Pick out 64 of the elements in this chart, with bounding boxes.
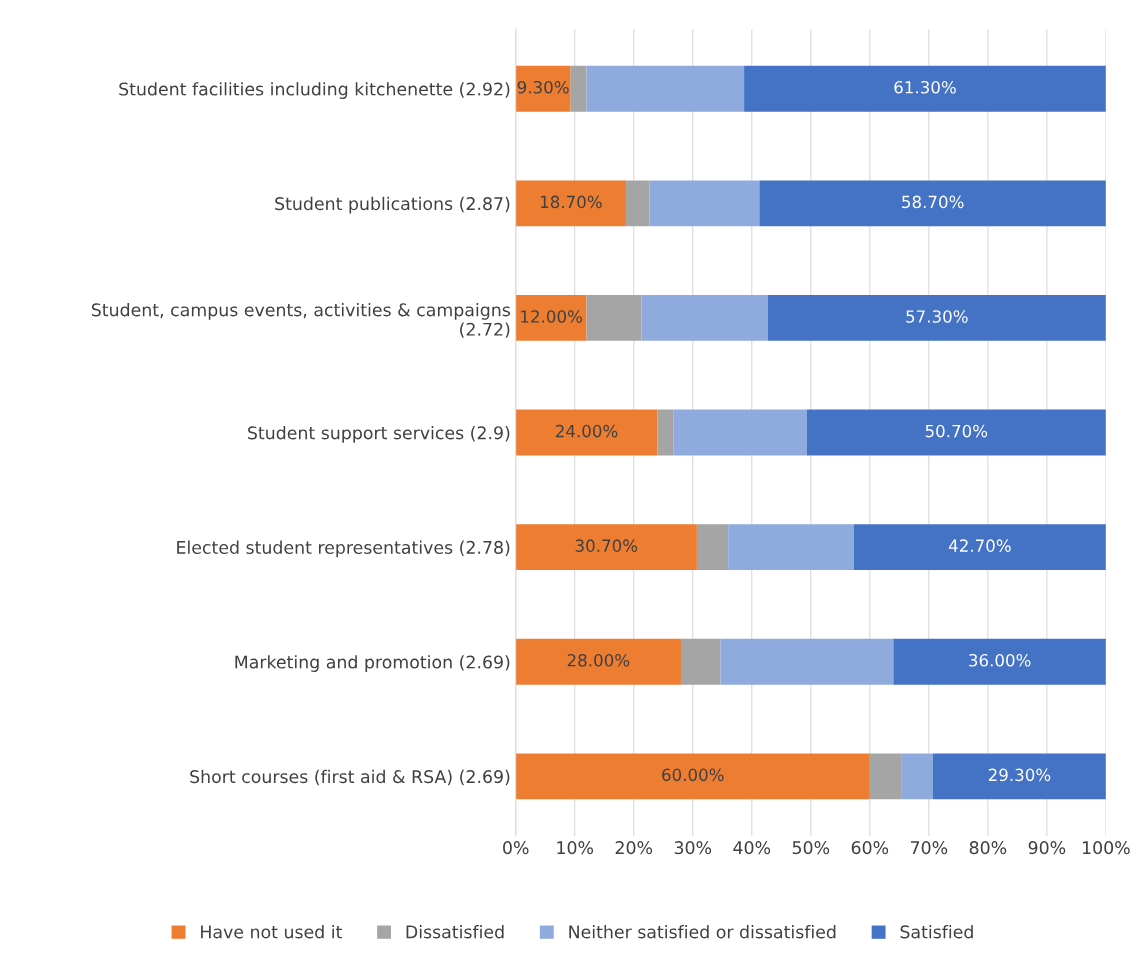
y-tick-label: Student, campus events, activities & campaigns (2.72) — [91, 302, 510, 338]
data-label: 61.30% — [894, 80, 956, 94]
y-tick-label: Marketing and promotion (2.69) — [235, 655, 510, 672]
bar — [515, 409, 658, 456]
data-label: 18.70% — [540, 195, 602, 209]
data-label: 12.00% — [521, 310, 582, 323]
data-label: 42.70% — [948, 539, 1011, 552]
bar — [720, 638, 894, 685]
bar — [853, 524, 1106, 571]
bar — [515, 295, 587, 341]
bar — [515, 524, 697, 571]
bar — [641, 295, 768, 341]
y-tick-label: Student facilities including kitchenette (2.92) — [119, 82, 510, 99]
x-tick-label: 50% — [792, 841, 830, 855]
data-label: 24.00% — [555, 424, 618, 438]
x-tick-label: 80% — [969, 841, 1007, 855]
legend-label: Dissatisfied — [406, 924, 504, 939]
x-tick-label: 0% — [503, 841, 529, 855]
bar — [680, 638, 721, 685]
bar — [767, 295, 1106, 341]
data-label: 9.30% — [517, 80, 569, 94]
bar — [932, 753, 1106, 800]
y-tick-label: Short courses (first aid & RSA) (2.69) — [190, 769, 510, 786]
bar — [806, 409, 1106, 456]
bar — [586, 65, 745, 112]
bar — [759, 180, 1106, 227]
legend-label: Satisfied — [900, 924, 973, 939]
bar — [570, 65, 587, 112]
bar — [586, 295, 642, 341]
bar — [696, 524, 729, 571]
bar — [515, 180, 627, 227]
y-tick-label: Student publications (2.87) — [275, 196, 510, 214]
bar — [515, 753, 870, 800]
x-tick-label: 10% — [557, 841, 594, 855]
legend-label: Have not used it — [201, 924, 342, 939]
x-tick-label: 60% — [851, 841, 889, 855]
bar — [744, 65, 1106, 112]
x-tick-label: 30% — [674, 841, 712, 855]
data-label: 57.30% — [906, 310, 968, 323]
data-label: 36.00% — [969, 653, 1031, 667]
bar — [869, 753, 902, 800]
x-tick-label: 70% — [910, 841, 948, 855]
bar — [673, 409, 807, 456]
bar — [728, 524, 854, 571]
y-tick-label: Elected student representatives (2.78) — [177, 540, 510, 558]
y-tick-label: Student support services (2.9) — [248, 425, 510, 443]
x-tick-label: 20% — [615, 841, 653, 855]
bar — [901, 753, 933, 800]
data-label: 50.70% — [925, 424, 988, 438]
legend-label: Neither satisfied or dissatisfied — [569, 924, 836, 939]
bar — [515, 65, 571, 112]
data-label: 30.70% — [575, 539, 638, 552]
data-label: 29.30% — [988, 768, 1051, 782]
bar — [893, 638, 1106, 685]
bar — [649, 180, 760, 227]
x-tick-label: 90% — [1028, 841, 1066, 855]
bar — [657, 409, 674, 456]
data-label: 60.00% — [662, 768, 724, 782]
x-tick-label: 40% — [733, 841, 771, 855]
bar — [515, 638, 681, 685]
bar — [626, 180, 650, 227]
data-label: 58.70% — [902, 195, 964, 209]
data-label: 28.00% — [567, 653, 630, 667]
x-tick-label: 100% — [1082, 841, 1130, 855]
